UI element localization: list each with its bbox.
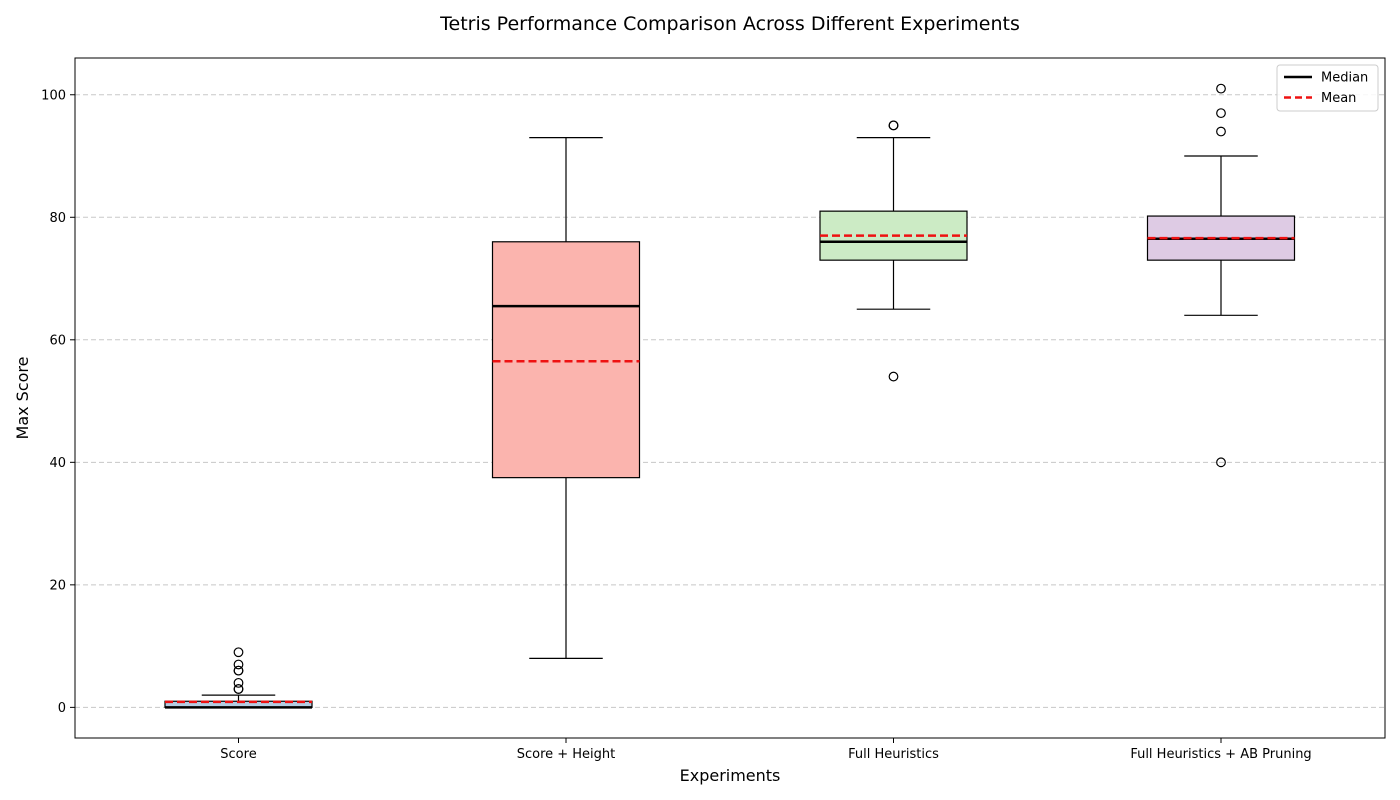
outlier-point (888, 120, 899, 131)
legend-label: Mean (1321, 91, 1356, 106)
box-group (1146, 83, 1296, 468)
outlier-point (1216, 457, 1226, 468)
box-group (819, 120, 968, 382)
outlier-point (233, 659, 244, 670)
outlier-point (233, 684, 244, 694)
y-tick-label: 0 (58, 701, 66, 716)
x-tick-label: Score (220, 747, 256, 762)
x-tick-label: Full Heuristics + AB Pruning (1130, 747, 1311, 762)
y-axis-label: Max Score (13, 357, 32, 440)
x-tick-label: Score + Height (517, 747, 616, 762)
y-tick-label: 40 (49, 456, 66, 471)
y-tick-label: 80 (49, 211, 66, 226)
box-group (491, 137, 641, 659)
boxes-layer (164, 83, 1296, 709)
iqr-box (491, 241, 641, 479)
x-axis: Score Score + Height Full Heuristics Full H… (220, 738, 1312, 762)
outlier-point (233, 647, 244, 658)
y-tick-label: 60 (49, 333, 66, 348)
x-axis-label: Experiments (680, 766, 781, 785)
outlier-point (1216, 126, 1226, 137)
chart-title: Tetris Performance Comparison Across Dif… (439, 13, 1020, 35)
box-group (164, 647, 313, 709)
y-tick-label: 100 (41, 88, 66, 103)
outlier-point (1216, 83, 1226, 94)
x-tick-label: Full Heuristics (848, 747, 939, 762)
y-tick-label: 20 (49, 578, 66, 593)
outlier-point (233, 665, 244, 676)
outlier-point (888, 371, 899, 382)
legend-label: Median (1321, 71, 1368, 86)
y-axis: 0 20 40 60 80 100 (41, 88, 75, 716)
legend: Median Mean (1276, 64, 1379, 112)
outlier-point (1216, 108, 1226, 119)
plot-frame (74, 57, 1386, 739)
outlier-point (233, 677, 244, 688)
grid-layer (75, 94, 1385, 708)
